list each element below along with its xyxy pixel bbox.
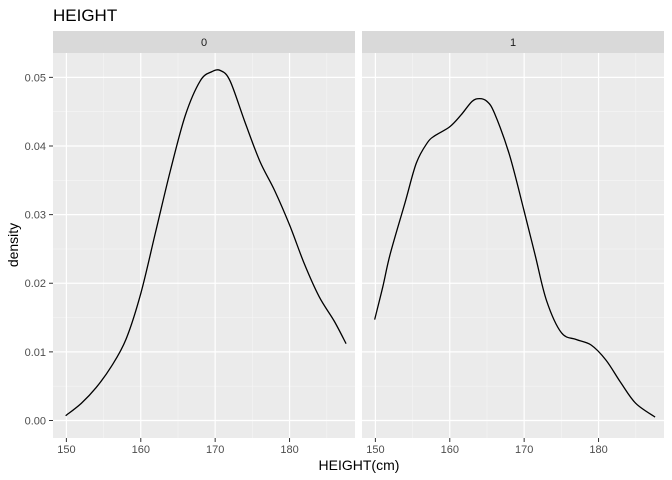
x-tick-label: 170 <box>206 444 224 456</box>
panel-background <box>53 53 355 438</box>
y-tick-label: 0.01 <box>25 347 46 359</box>
x-tick-label: 150 <box>366 444 384 456</box>
facet-strip <box>362 31 664 53</box>
x-axes: 150 160 170 180 150 160 170 180 <box>57 438 608 456</box>
density-line <box>374 97 656 418</box>
y-tick-label: 0.03 <box>25 210 46 222</box>
x-tick-label: 180 <box>280 444 298 456</box>
facet-strip <box>53 31 355 53</box>
x-axis: 150 160 170 180 <box>57 438 299 456</box>
y-axis: 0.00 0.01 0.02 0.03 0.04 0.05 <box>25 72 53 428</box>
density-line <box>65 69 347 417</box>
x-tick-label: 160 <box>132 444 150 456</box>
facet-strip-label: 0 <box>201 37 207 49</box>
facet-panel: 0 <box>53 31 355 438</box>
chart-title: HEIGHT <box>53 6 117 25</box>
x-axis-title: HEIGHT(cm) <box>319 457 400 473</box>
x-tick-label: 150 <box>57 444 75 456</box>
x-axis: 150 160 170 180 <box>366 438 608 456</box>
x-tick-label: 170 <box>515 444 533 456</box>
x-tick-label: 180 <box>589 444 607 456</box>
y-axis-title: density <box>5 223 21 267</box>
y-tick-label: 0.05 <box>25 72 46 84</box>
facet-panel: 1 <box>362 31 664 438</box>
x-tick-label: 160 <box>441 444 459 456</box>
y-tick-label: 0.04 <box>25 141 46 153</box>
y-tick-label: 0.00 <box>25 416 46 428</box>
facet-strip-label: 1 <box>510 37 516 49</box>
y-tick-label: 0.02 <box>25 278 46 290</box>
